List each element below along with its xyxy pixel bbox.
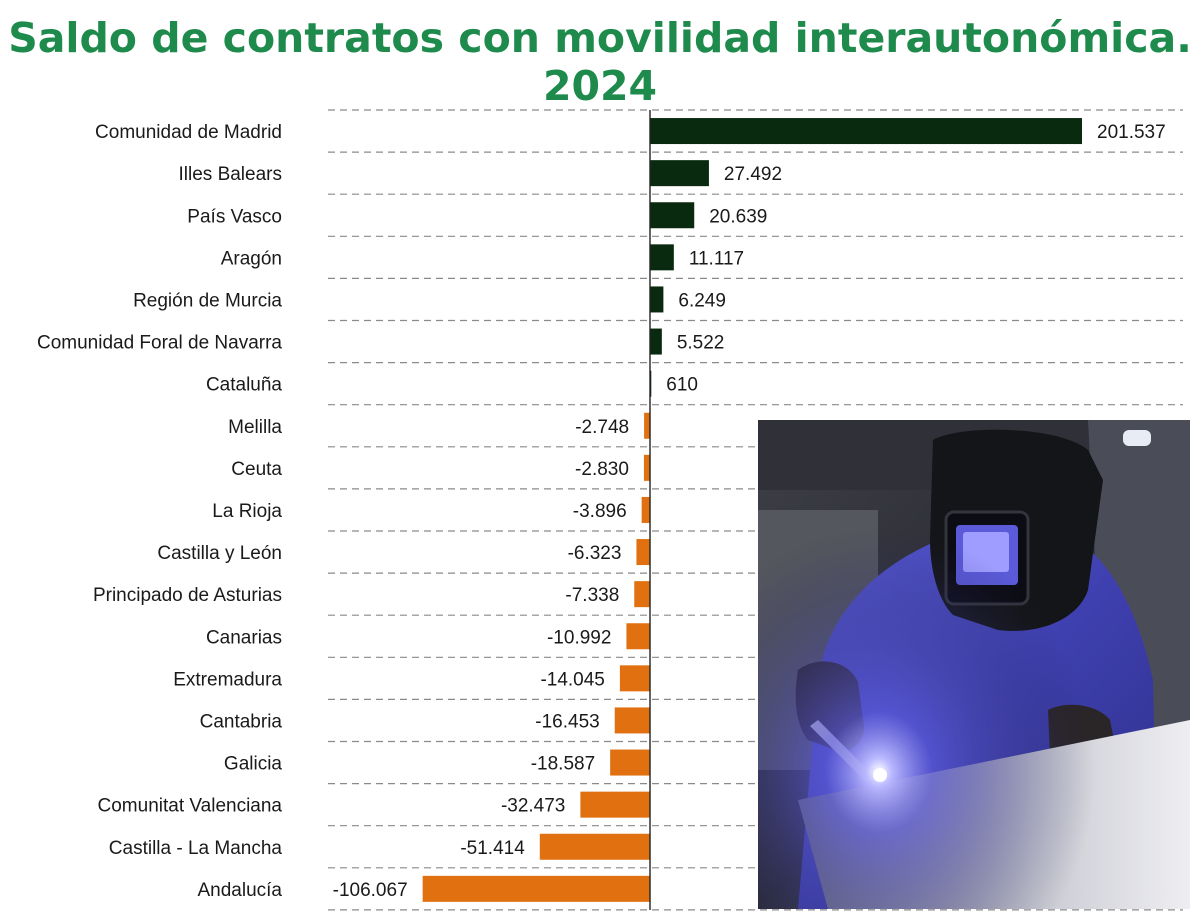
category-label: Comunidad Foral de Navarra <box>37 333 282 354</box>
value-label: -10.992 <box>547 627 611 648</box>
category-label: Ceuta <box>231 459 282 480</box>
bar-1 <box>650 118 1082 145</box>
value-label: -2.830 <box>575 459 629 480</box>
category-label: Castilla y León <box>157 543 282 564</box>
category-label: Cataluña <box>206 375 282 396</box>
bar-6 <box>650 328 662 355</box>
bar-9 <box>643 454 650 481</box>
value-label: -51.414 <box>460 838 525 859</box>
category-label: Aragón <box>221 248 282 269</box>
value-label: -106.067 <box>333 880 408 901</box>
value-label: -2.748 <box>575 417 629 438</box>
category-label: Extremadura <box>173 669 282 690</box>
value-label: 20.639 <box>709 206 767 227</box>
bar-14 <box>619 665 650 692</box>
bar-13 <box>626 623 650 650</box>
category-label: Cantabria <box>200 711 283 732</box>
category-label: Illes Balears <box>179 164 283 185</box>
bar-18 <box>539 833 650 860</box>
value-label: -6.323 <box>568 543 622 564</box>
category-label: Castilla - La Mancha <box>109 838 283 859</box>
bar-10 <box>641 496 650 523</box>
bar-11 <box>636 539 650 566</box>
category-label: País Vasco <box>187 206 282 227</box>
category-label: Principado de Asturias <box>93 585 282 606</box>
bar-2 <box>650 160 709 187</box>
chart-title: Saldo de contratos con movilidad interau… <box>8 14 1192 110</box>
bar-4 <box>650 244 674 271</box>
value-label: 201.537 <box>1097 122 1166 143</box>
welder-photo <box>758 420 1190 909</box>
value-label: -14.045 <box>540 669 604 690</box>
value-label: 6.249 <box>678 290 726 311</box>
value-label: -18.587 <box>531 754 595 775</box>
value-label: -7.338 <box>565 585 619 606</box>
bars <box>422 118 1082 902</box>
bar-17 <box>580 791 650 818</box>
value-label: 5.522 <box>677 333 725 354</box>
bar-12 <box>634 581 650 608</box>
value-label: 27.492 <box>724 164 782 185</box>
category-label: Melilla <box>228 417 282 438</box>
value-label: -32.473 <box>501 796 565 817</box>
category-label: Comunidad de Madrid <box>95 122 282 143</box>
value-label: -3.896 <box>573 501 627 522</box>
category-label: Región de Murcia <box>133 290 282 311</box>
bar-5 <box>650 286 664 313</box>
category-label: Comunitat Valenciana <box>98 796 283 817</box>
bar-3 <box>650 202 695 229</box>
category-label: Galicia <box>224 754 283 775</box>
bar-8 <box>644 412 650 439</box>
value-label: -16.453 <box>535 711 599 732</box>
bar-16 <box>610 749 650 776</box>
labels: Comunidad de Madrid 201.537 Illes Balears 2… <box>37 122 1166 901</box>
value-label: 610 <box>666 375 698 396</box>
category-label: Canarias <box>206 627 282 648</box>
bar-15 <box>614 707 650 734</box>
category-label: Andalucía <box>197 880 282 901</box>
category-label: La Rioja <box>212 501 282 522</box>
bar-19 <box>422 875 650 902</box>
value-label: 11.117 <box>689 248 744 269</box>
